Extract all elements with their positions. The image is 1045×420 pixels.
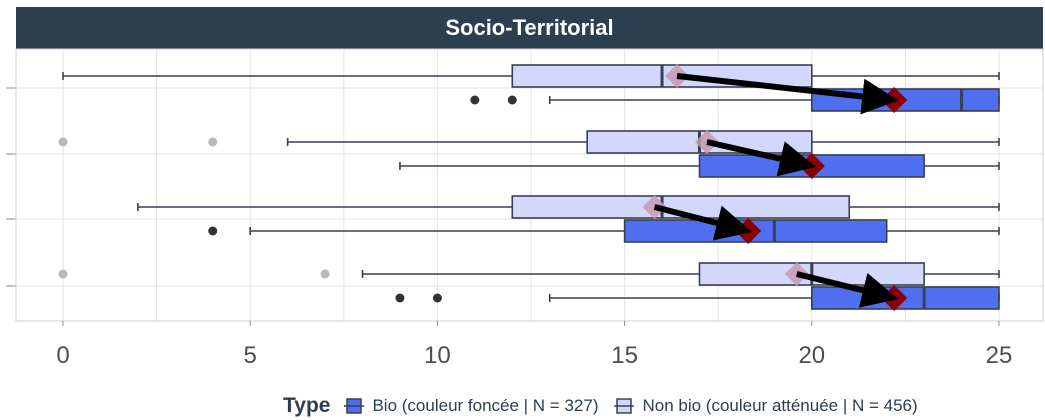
x-tick-label: 15 [611, 342, 638, 369]
bio-outlier [507, 95, 517, 105]
bio-outlier [432, 293, 442, 303]
chart-title: Socio-Territorial [445, 15, 614, 40]
legend-key-bio [344, 398, 365, 414]
non-bio-outlier [58, 137, 68, 147]
bio-outlier [470, 95, 480, 105]
mean-shift-arrow [676, 73, 899, 115]
non-bio-outlier [58, 269, 68, 279]
x-tick-label: 5 [244, 342, 257, 369]
non-bio-outlier [208, 137, 218, 147]
legend-label-bio: Bio (couleur foncée | N = 327) [372, 396, 599, 415]
mean-shift-arrow [706, 139, 816, 177]
legend-label-non-bio: Non bio (couleur atténuée | N = 456) [642, 396, 918, 415]
legend-key-non-bio [614, 398, 635, 414]
x-tick-label: 0 [56, 342, 69, 369]
bio-outlier [208, 226, 218, 236]
non-bio-box [511, 195, 851, 219]
x-tick-label: 25 [986, 342, 1013, 369]
mean-shift-arrow [653, 204, 753, 241]
x-tick-label: 10 [424, 342, 451, 369]
bio-outlier [395, 293, 405, 303]
legend-title: Type [283, 394, 331, 417]
legend: Type Bio (couleur foncée | N = 327) Non … [283, 392, 934, 420]
facet-strip: Socio-Territorial [16, 7, 1043, 49]
boxplot-chart: 0 5 10 15 20 25 [6, 48, 1044, 369]
x-tick-label: 20 [798, 342, 825, 369]
non-bio-outlier [320, 269, 330, 279]
mean-shift-arrow [796, 271, 899, 308]
plot-panel-border [15, 48, 1044, 322]
